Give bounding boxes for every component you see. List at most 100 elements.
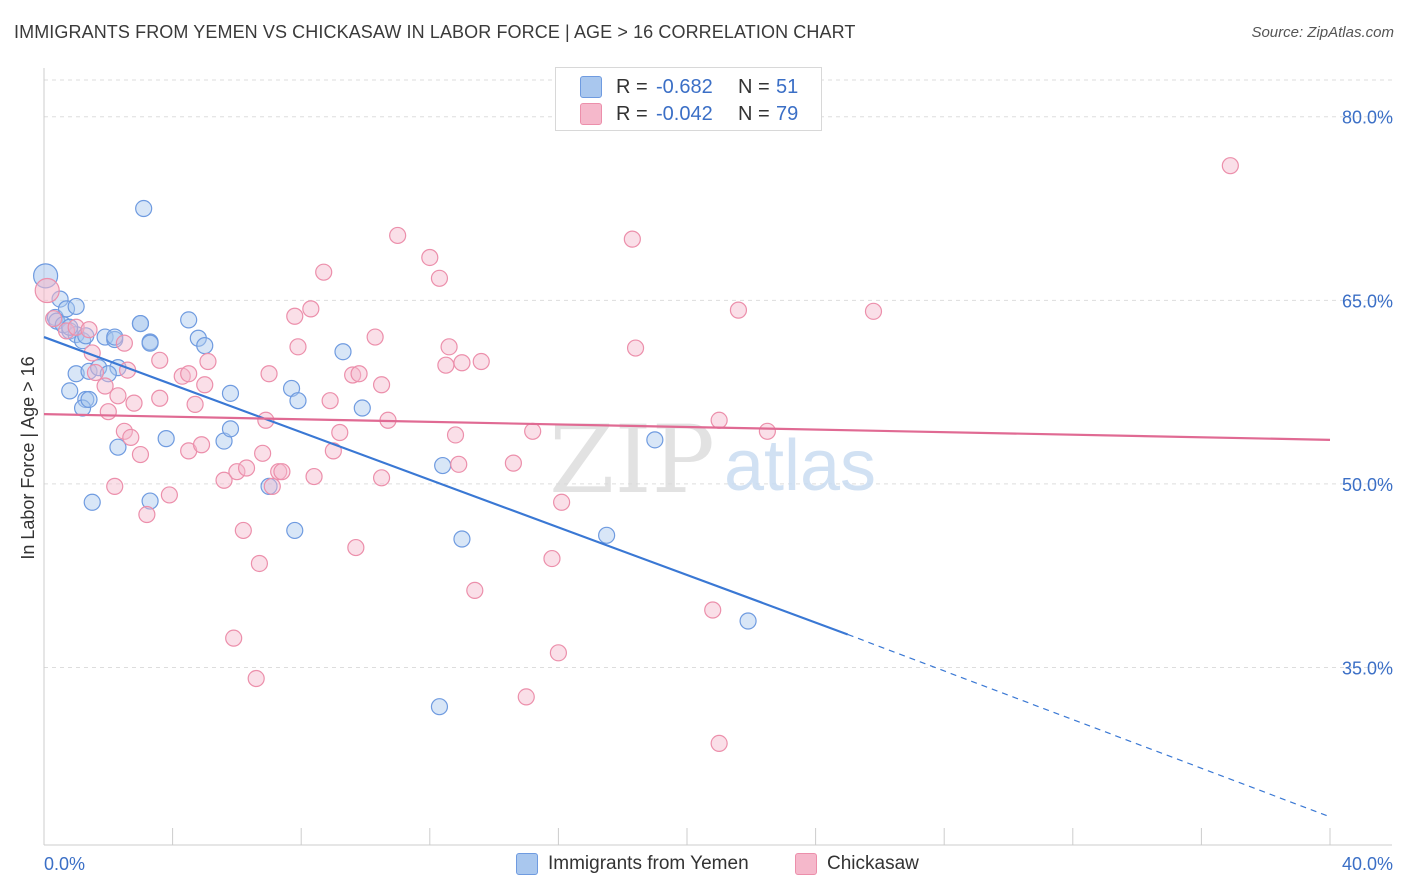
axes — [43, 68, 1392, 846]
chickasaw-point — [450, 455, 468, 473]
yemen-point — [430, 698, 449, 716]
series-legend: Immigrants from Yemen Chickasaw — [0, 853, 1406, 877]
chickasaw-point — [138, 505, 156, 524]
chickasaw-point — [151, 389, 169, 407]
chickasaw-point — [99, 403, 117, 421]
legend-n-label: N = — [738, 102, 770, 125]
yemen-point — [90, 359, 108, 377]
chickasaw-point — [122, 428, 140, 447]
chickasaw-point — [543, 549, 561, 568]
y-tick-label: 65.0% — [1342, 291, 1393, 311]
chickasaw-point — [247, 669, 265, 688]
series-legend-label: Chickasaw — [827, 853, 919, 874]
chickasaw-point — [350, 365, 368, 383]
chickasaw-point — [180, 365, 198, 383]
yemen-point — [109, 438, 127, 456]
chickasaw-point — [106, 477, 124, 495]
x-tick-label: 40.0% — [1342, 854, 1393, 874]
legend-r-value: -0.682 — [656, 75, 713, 98]
chickasaw-point — [186, 395, 204, 413]
chickasaw-point — [623, 230, 641, 248]
y-axis-label: In Labor Force | Age > 16 — [18, 356, 38, 559]
chickasaw-point — [254, 444, 272, 462]
chickasaw-point — [472, 352, 490, 371]
chickasaw-point — [160, 486, 178, 504]
series-legend-yemen[interactable]: Immigrants from Yemen — [516, 853, 749, 875]
chickasaw-point — [263, 477, 281, 495]
yemen-trend-extension — [847, 633, 1331, 818]
chickasaw-point — [67, 318, 85, 336]
chickasaw-point — [430, 269, 449, 287]
yemen-point — [739, 612, 757, 630]
chickasaw-point — [324, 442, 342, 460]
yemen-point — [73, 399, 92, 417]
chickasaw-point — [45, 310, 63, 328]
watermark-zip: ZIP — [549, 406, 715, 515]
yemen-point — [221, 420, 240, 438]
chickasaw-point — [421, 248, 439, 267]
chickasaw-point — [758, 422, 776, 440]
chickasaw-point — [466, 581, 484, 600]
chickasaw-point — [549, 644, 568, 662]
grid-lines — [44, 79, 1392, 669]
chart-title: IMMIGRANTS FROM YEMEN VS CHICKASAW IN LA… — [14, 22, 856, 42]
yemen-point — [141, 334, 159, 352]
chickasaw-point — [321, 392, 339, 410]
yemen-point — [334, 343, 352, 361]
source-credit: Source: ZipAtlas.com — [1251, 24, 1394, 41]
chickasaw-point — [131, 445, 150, 464]
legend-n-label: N = — [738, 75, 770, 98]
chickasaw-point — [260, 365, 278, 383]
y-tick-label: 50.0% — [1342, 475, 1393, 495]
yemen-point — [353, 399, 371, 417]
chickasaw-point — [347, 538, 365, 557]
chickasaw-point — [864, 302, 883, 320]
legend-r-value: -0.042 — [656, 102, 713, 125]
chickasaw-point — [109, 387, 127, 405]
yemen-point — [453, 530, 471, 548]
chickasaw-point — [710, 734, 728, 753]
yemen-point — [598, 526, 616, 544]
legend-swatch-pink — [580, 103, 602, 125]
chickasaw-point — [517, 688, 535, 706]
chickasaw-point — [626, 339, 645, 357]
yemen-point — [80, 362, 98, 380]
legend-swatch-blue — [580, 76, 602, 98]
chickasaw-point — [524, 422, 542, 440]
chickasaw-point — [729, 301, 748, 319]
chickasaw-point — [302, 300, 320, 318]
yemen-point — [67, 365, 85, 383]
yemen-point — [434, 456, 452, 475]
chickasaw-point — [446, 426, 465, 444]
series-legend-chickasaw[interactable]: Chickasaw — [795, 853, 919, 875]
chickasaw-point — [237, 459, 256, 477]
yemen-point — [135, 199, 153, 218]
chickasaw-point — [215, 471, 233, 489]
correlation-legend: R = -0.682 N = 51 R = -0.042 N = 79 — [555, 67, 822, 131]
chickasaw-point — [228, 463, 246, 481]
chickasaw-point — [225, 629, 243, 647]
y-tick-label: 80.0% — [1342, 108, 1393, 128]
chickasaw-point — [151, 351, 169, 369]
yemen-point — [131, 314, 150, 333]
tick-labels: 80.0% 65.0% 50.0% 35.0% 0.0% 40.0% — [44, 108, 1393, 874]
yemen-point — [80, 390, 98, 409]
yemen-point — [106, 328, 124, 346]
legend-r-label: R = — [616, 75, 648, 98]
chickasaw-point — [96, 377, 114, 395]
legend-row-chickasaw: R = -0.042 N = 79 — [580, 102, 798, 126]
chickasaw-point — [315, 263, 333, 281]
chickasaw-point — [372, 469, 391, 487]
chickasaw-point — [305, 467, 323, 486]
legend-n-value: 51 — [776, 75, 799, 98]
chickasaw-point — [440, 338, 458, 356]
chickasaw-point — [80, 321, 98, 339]
chickasaw-point — [453, 354, 471, 372]
chickasaw-point — [125, 394, 143, 412]
chickasaw-point — [57, 322, 76, 340]
chickasaw-point — [331, 423, 349, 442]
series-swatch-blue — [516, 853, 538, 875]
chickasaw-point — [86, 363, 105, 382]
legend-r-label: R = — [616, 102, 648, 125]
